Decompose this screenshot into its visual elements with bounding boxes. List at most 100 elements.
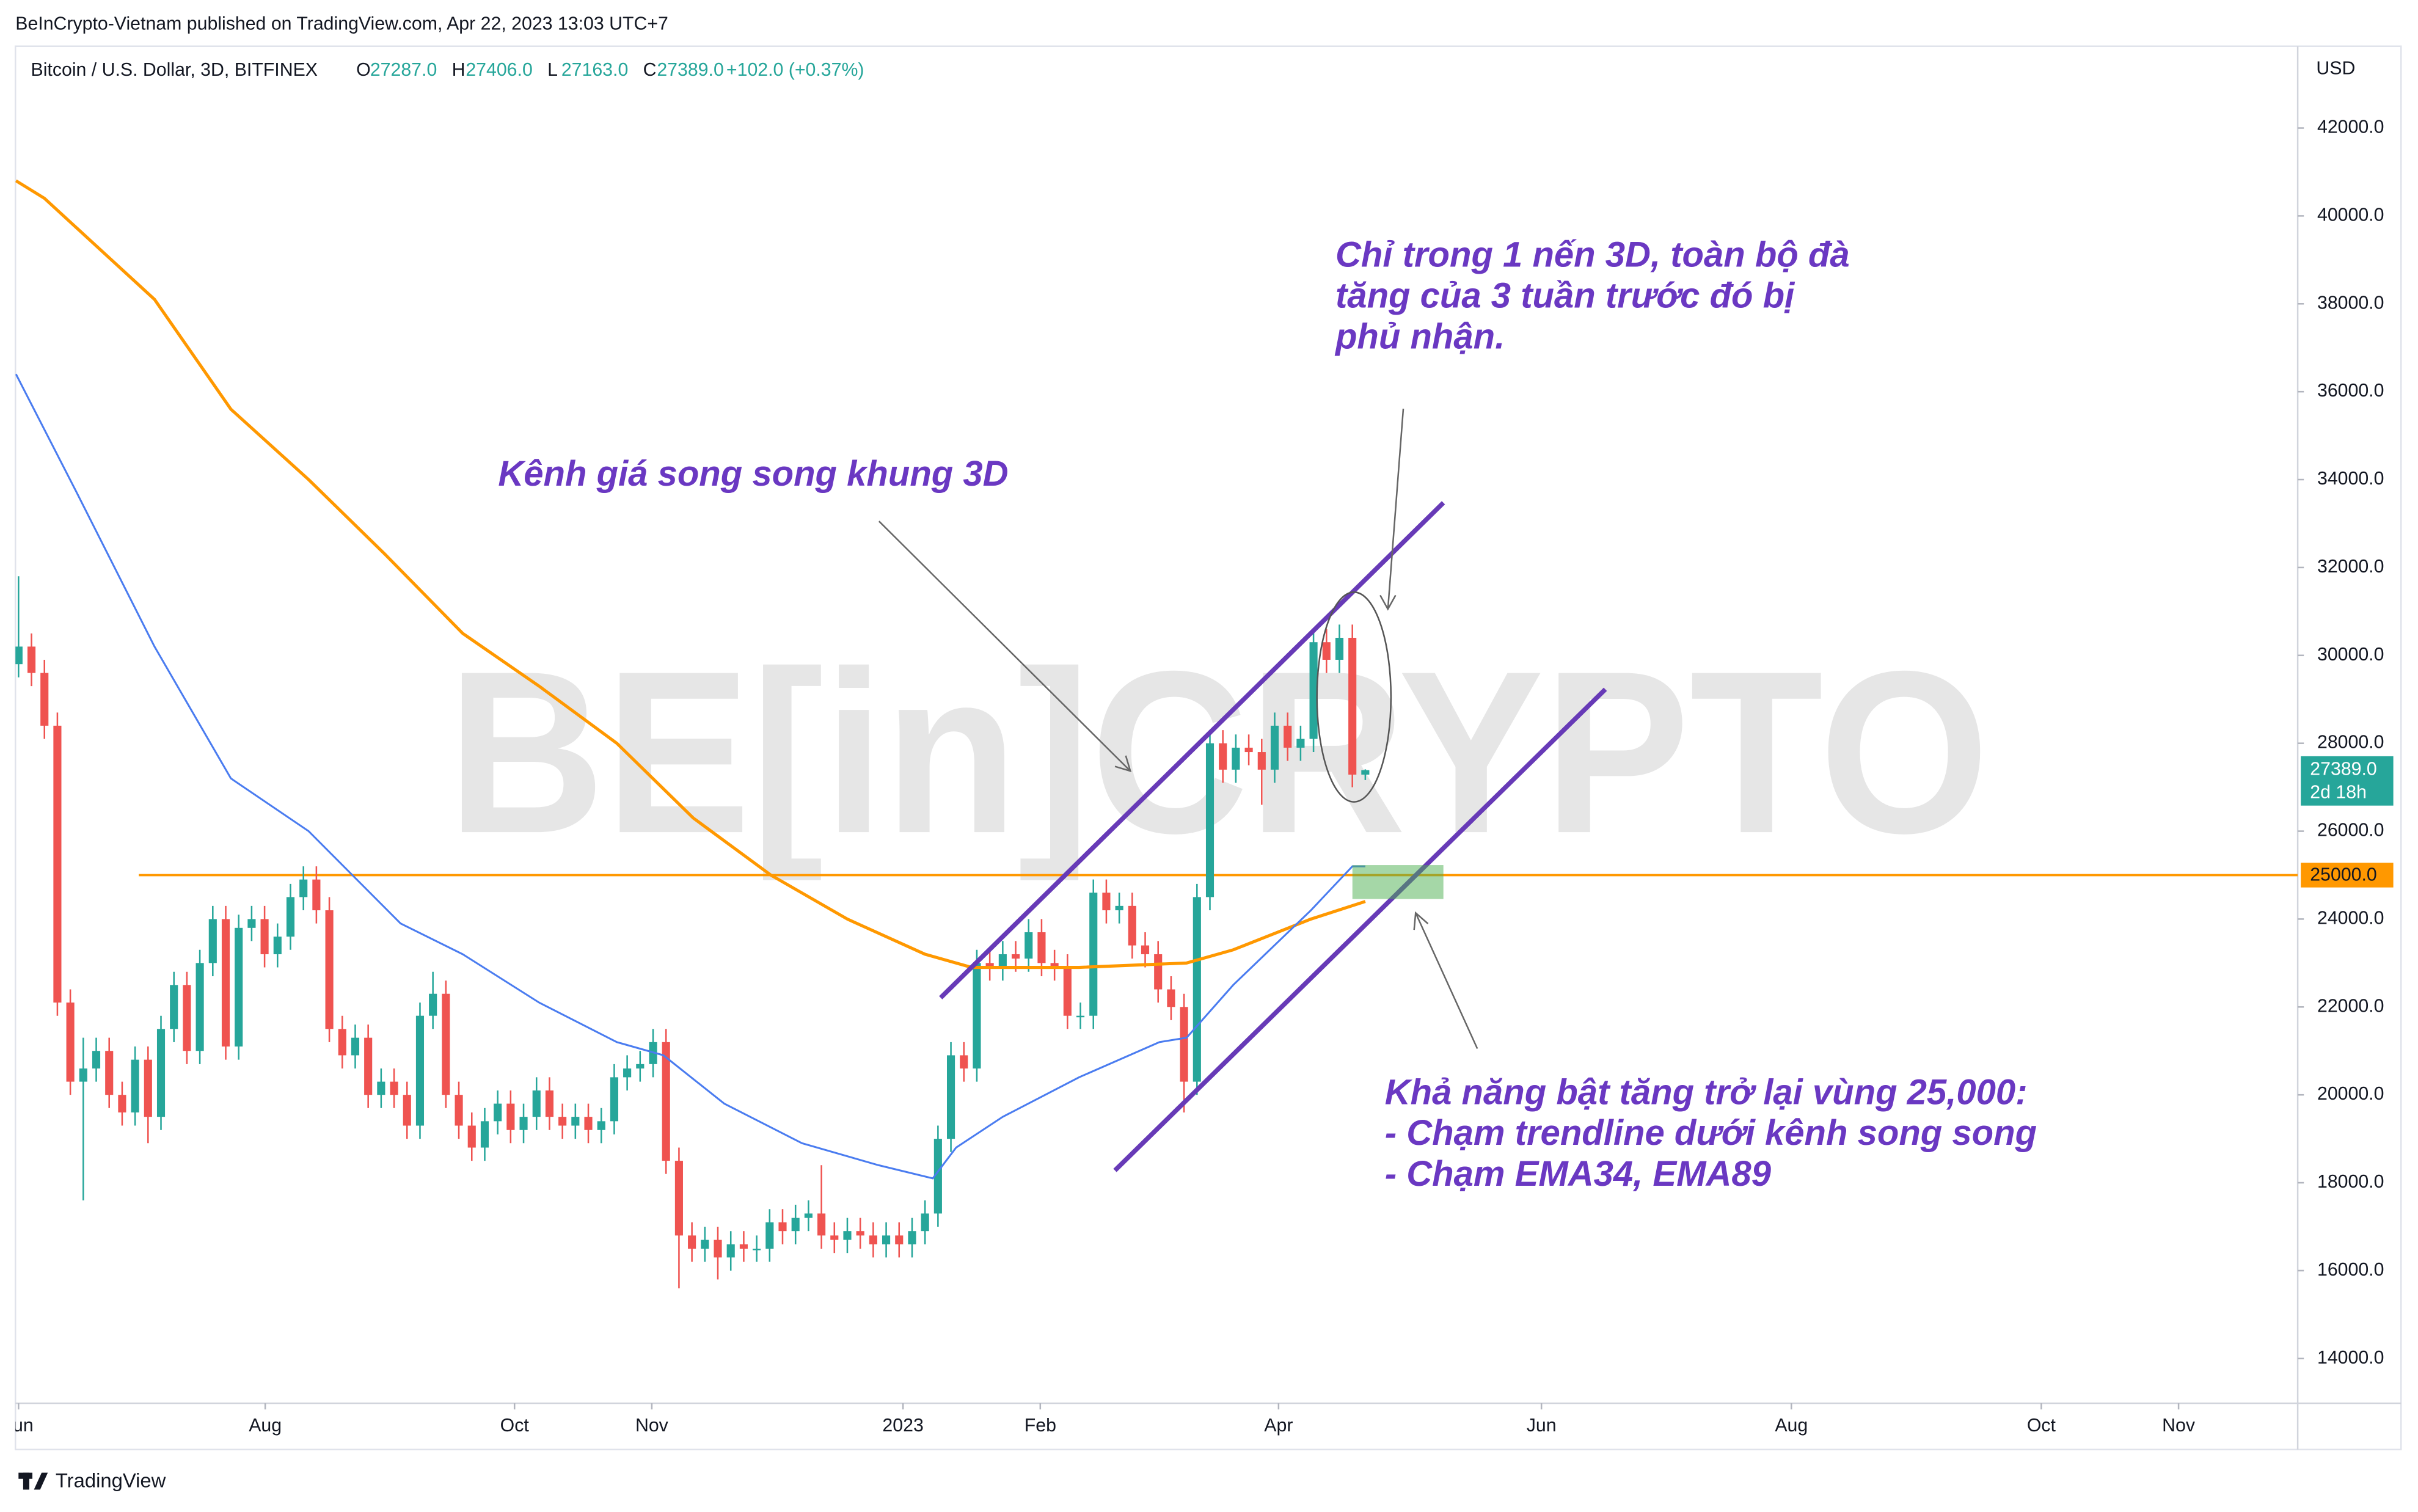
y-tick-label: 26000.0 (2317, 820, 2384, 841)
footer: TradingView (18, 1469, 166, 1491)
candle-body (467, 1125, 476, 1148)
candle-body (377, 1081, 385, 1095)
annotation: Chỉ trong 1 nến 3D, toàn bộ đà (1335, 235, 1850, 275)
candle-body (1154, 954, 1163, 990)
candle-body (817, 1213, 826, 1236)
candle-body (195, 963, 204, 1051)
candle-body (688, 1235, 696, 1249)
candle-body (144, 1059, 152, 1117)
candle-body (1180, 1007, 1188, 1082)
candle-body (403, 1095, 411, 1126)
candle-body (351, 1037, 360, 1056)
candle-body (791, 1218, 800, 1232)
candle-body (519, 1117, 528, 1130)
candle-body (1284, 725, 1292, 748)
y-tick-label: 20000.0 (2317, 1084, 2384, 1104)
candle-body (701, 1240, 709, 1249)
candle-body (830, 1235, 839, 1240)
x-tick-label: Jun (1527, 1415, 1557, 1436)
x-tick-label: Oct (500, 1415, 530, 1436)
candle-body (558, 1117, 567, 1126)
candle-body (674, 1161, 683, 1236)
plot (15, 179, 2298, 1288)
candle-body (1037, 932, 1046, 963)
y-tick-label: 16000.0 (2317, 1260, 2384, 1280)
candle-body (1296, 739, 1305, 748)
ohlc-letter: O (356, 60, 371, 80)
candle-body (869, 1235, 877, 1244)
candle-body (364, 1037, 373, 1095)
candle-body (610, 1077, 618, 1122)
candle-body (985, 963, 994, 968)
candle-body (843, 1231, 852, 1240)
candle-body (933, 1139, 942, 1214)
candle-body (1076, 1015, 1085, 1018)
y-tick-label: 22000.0 (2317, 996, 2384, 1016)
candle-body (208, 919, 217, 963)
y-tick-label: 38000.0 (2317, 293, 2384, 313)
candle-body (429, 993, 437, 1016)
candle-body (235, 927, 243, 1047)
candle-body (53, 725, 62, 1003)
candle-body (1141, 945, 1150, 954)
candle-body (571, 1117, 580, 1126)
x-tick-label: Nov (2162, 1415, 2196, 1436)
candle-body (79, 1068, 87, 1082)
moving-average (15, 373, 1365, 1180)
arrow (1415, 912, 1478, 1049)
currency: USD (2316, 59, 2355, 79)
countdown-label: 2d 18h (2310, 782, 2367, 802)
drawings (878, 408, 1607, 1172)
candle-body (506, 1103, 515, 1130)
moving-average (15, 179, 1366, 970)
y-tick-label: 40000.0 (2317, 205, 2384, 225)
change: +102.0 (+0.37%) (726, 60, 864, 80)
annotation: Khả năng bật tăng trở lại vùng 25,000: (1385, 1072, 2028, 1112)
candle-body (1361, 770, 1370, 775)
panel-border (14, 45, 2402, 1451)
candle-body (921, 1213, 929, 1232)
watermark: BE[in]CRYPTO (447, 623, 1989, 883)
level-tag-label: 25000.0 (2310, 865, 2376, 885)
candle-body (1011, 954, 1020, 959)
ohlc-letter: L (547, 60, 558, 80)
candle-body (1115, 905, 1123, 911)
candle-body (455, 1095, 463, 1126)
candle-body (415, 1015, 425, 1126)
candle-body (998, 954, 1007, 968)
candle-body (170, 985, 178, 1029)
y-tick-label: 36000.0 (2317, 381, 2384, 401)
candle-body (636, 1064, 645, 1069)
x-tick-label: Apr (1264, 1415, 1293, 1436)
y-tick-label: 24000.0 (2317, 908, 2384, 928)
candle-body (156, 1029, 166, 1117)
candle-body (946, 1055, 955, 1139)
candle-body (545, 1090, 554, 1117)
ohlc-letter: C (643, 60, 657, 80)
candle-body (584, 1117, 593, 1130)
candle-body (442, 993, 450, 1095)
arrow-head (1379, 594, 1397, 611)
annotation: phủ nhận. (1334, 316, 1505, 356)
x-tick-label: Nov (635, 1415, 669, 1436)
candle-body (1348, 638, 1357, 775)
candle-body (532, 1090, 541, 1117)
annotation: - Chạm EMA34, EMA89 (1385, 1154, 1772, 1194)
candle-body (273, 937, 282, 954)
candle-body (299, 879, 308, 897)
last-price-tag (2301, 756, 2394, 806)
candle-body (739, 1244, 748, 1249)
ohlc-value: 27406.0 (466, 60, 532, 80)
candle-body (714, 1240, 722, 1258)
candle-body (778, 1222, 787, 1232)
candle-body (105, 1051, 114, 1095)
candle-body (480, 1121, 489, 1148)
x-tick-label: Feb (1025, 1415, 1056, 1436)
candle-body (1244, 747, 1253, 753)
annotation: tăng của 3 tuần trước đó bị (1335, 276, 1795, 316)
candle-body (973, 963, 981, 1069)
candle-body (895, 1235, 904, 1244)
x-tick-label: 2023 (882, 1415, 923, 1436)
y-tick-label: 28000.0 (2317, 732, 2384, 753)
annotation: Kênh giá song song khung 3D (498, 454, 1008, 494)
